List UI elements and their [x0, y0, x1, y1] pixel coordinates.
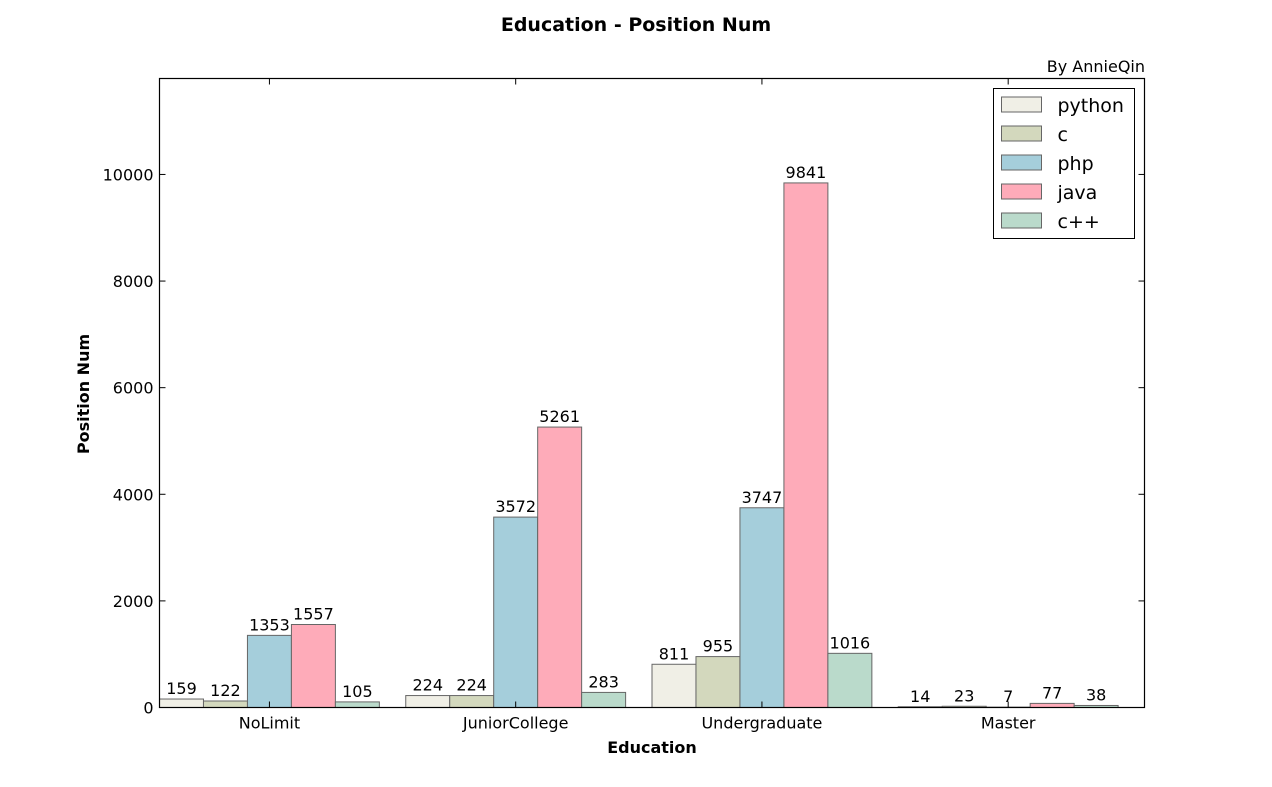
legend-swatch-php: [1001, 154, 1042, 171]
bar-java-Master: [1029, 702, 1075, 708]
bar-php-JuniorCollege: [493, 516, 539, 708]
legend-label-python: python: [1058, 95, 1124, 117]
y-tick-label: 10000: [103, 165, 154, 184]
bar-value-label: 14: [910, 687, 930, 706]
bar-value-label: 283: [588, 672, 619, 691]
bar-c-Undergraduate: [695, 656, 741, 708]
chart-subtitle: By AnnieQin: [1047, 57, 1145, 76]
bar-labels-group: 159 224 811 14 122 224 955 23 1353 3572 3747 7 1557 5…: [166, 163, 1106, 706]
x-axis-label: Education: [607, 738, 697, 757]
x-tick-label: Master: [981, 714, 1036, 733]
bar-value-label: 224: [456, 676, 487, 695]
bar-java-Undergraduate: [783, 182, 829, 708]
y-tick-label: 8000: [113, 272, 154, 291]
legend-label-c: c: [1058, 124, 1068, 146]
bar-value-label: 1557: [293, 605, 334, 624]
bar-value-label: 7: [1003, 687, 1013, 706]
legend-swatch-python: [1001, 96, 1042, 113]
legend-swatch-java: [1001, 183, 1042, 200]
bar-value-label: 224: [412, 676, 443, 695]
ticks-group: 0 2000 4000 6000 8000 10000 NoLimit JuniorColle…: [103, 78, 1145, 733]
legend-swatch-c++: [1001, 212, 1042, 229]
bar-python-JuniorCollege: [405, 695, 451, 708]
legend-swatch-c: [1001, 125, 1042, 142]
bar-java-JuniorCollege: [537, 426, 583, 708]
bar-c-NoLimit: [202, 700, 248, 708]
bar-c++-NoLimit: [334, 701, 380, 708]
bar-value-label: 1016: [830, 633, 871, 652]
bar-value-label: 9841: [786, 163, 827, 182]
x-tick-label: NoLimit: [239, 714, 300, 733]
bar-value-label: 105: [342, 682, 373, 701]
bars-group: [159, 182, 1119, 709]
bar-c-JuniorCollege: [449, 695, 495, 708]
bar-value-label: 1353: [249, 615, 290, 634]
bar-php-Undergraduate: [739, 507, 785, 708]
bar-value-label: 122: [210, 681, 241, 700]
bar-python-NoLimit: [159, 698, 204, 708]
bar-value-label: 159: [166, 679, 197, 698]
legend-label-php: php: [1058, 153, 1094, 175]
legend-label-java: java: [1057, 182, 1098, 204]
bar-php-NoLimit: [246, 634, 292, 709]
bar-value-label: 3747: [742, 488, 783, 507]
bar-value-label: 77: [1042, 683, 1062, 702]
y-tick-label: 4000: [113, 485, 154, 504]
chart-title: Education - Position Num: [501, 14, 771, 36]
y-tick-label: 2000: [113, 592, 154, 611]
bar-java-NoLimit: [290, 624, 336, 708]
legend: python c php java c++: [993, 88, 1135, 239]
y-tick-label: 0: [143, 699, 153, 718]
x-tick-label: Undergraduate: [701, 714, 822, 733]
bar-value-label: 3572: [495, 497, 536, 516]
x-tick-label: JuniorCollege: [462, 714, 569, 733]
bar-value-label: 811: [659, 644, 690, 663]
y-axis-label: Position Num: [74, 334, 93, 454]
bar-value-label: 38: [1086, 685, 1106, 704]
bar-value-label: 5261: [539, 407, 580, 426]
bar-python-Undergraduate: [651, 663, 697, 709]
bar-value-label: 23: [954, 686, 974, 705]
plot-frame: [158, 77, 1146, 709]
bar-value-label: 955: [703, 637, 734, 656]
bar-c++-Undergraduate: [827, 652, 873, 709]
bar-c++-JuniorCollege: [581, 691, 627, 709]
y-tick-label: 6000: [113, 379, 154, 398]
legend-label-c++: c++: [1058, 211, 1100, 233]
